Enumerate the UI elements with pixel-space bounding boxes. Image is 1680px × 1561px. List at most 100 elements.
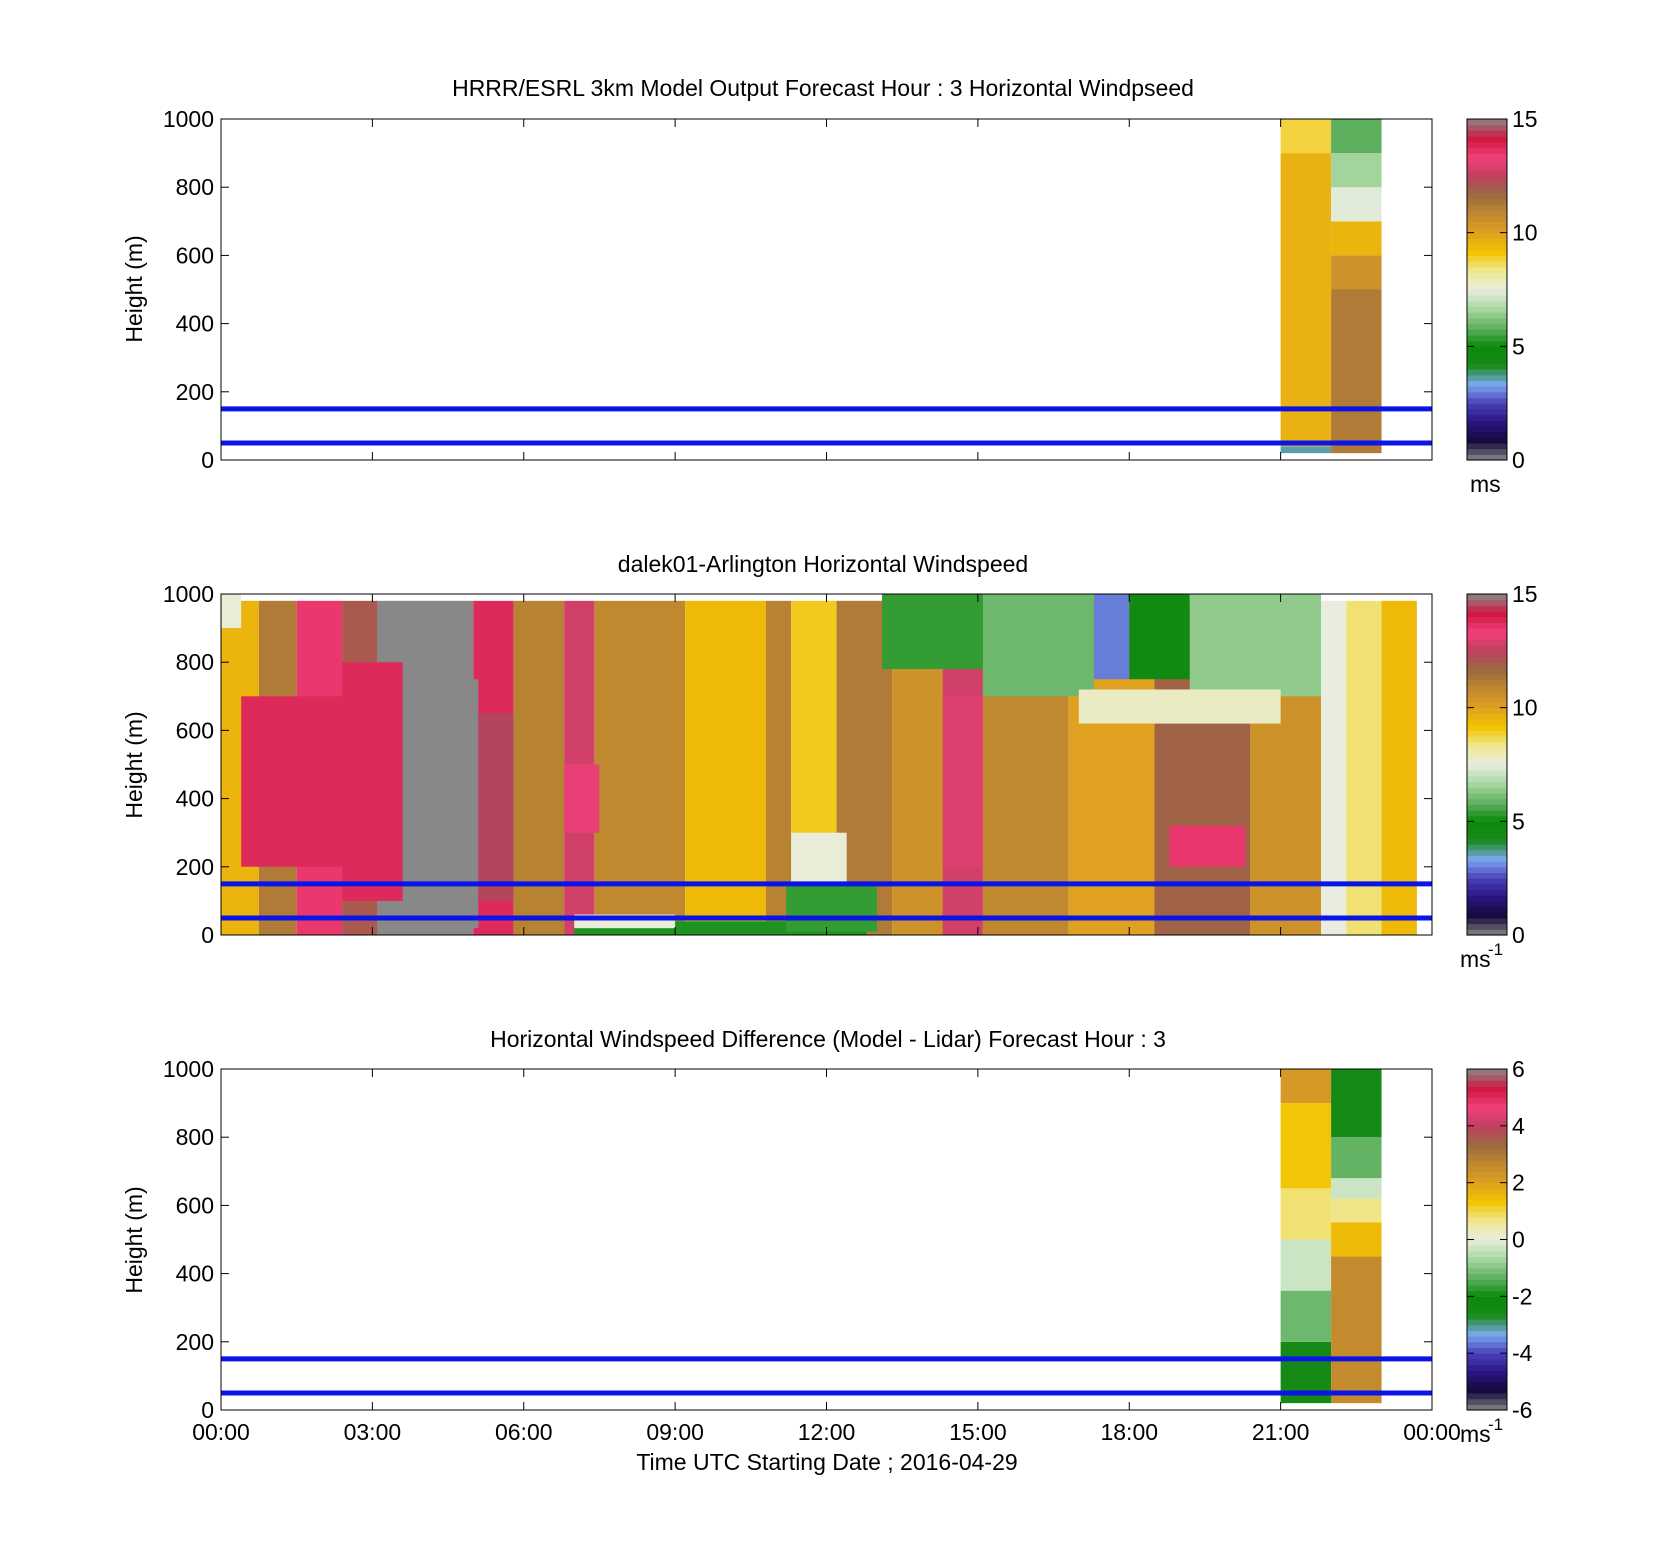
colorbar-segment [1467,431,1507,438]
colorbar-segment [1467,707,1507,714]
colorbar-segment [1467,838,1507,845]
heatmap-patch [942,696,983,867]
colorbar-segment [1467,448,1507,455]
heatmap-cell [1331,119,1382,154]
colorbar-tick-label: 10 [1512,695,1538,721]
colorbar-segment [1467,667,1507,675]
y-tick-label: 400 [176,311,214,337]
x-tick-label: 03:00 [344,1419,402,1445]
colorbar-tick-label: 2 [1512,1170,1525,1196]
y-tick-label: 800 [176,1124,214,1150]
colorbar-segment [1467,414,1507,421]
colorbar-segment [1467,1142,1507,1150]
colorbar-segment [1467,701,1507,709]
colorbar-segment [1467,187,1507,194]
colorbar-segment [1467,906,1507,913]
colorbar-segment [1467,1131,1507,1138]
colorbar-segment [1467,1199,1507,1206]
colorbar-segment [1467,809,1507,817]
colorbar-segment [1467,690,1507,697]
heatmap-cell [1280,153,1332,447]
panel-model-output: HRRR/ESRL 3km Model Output Forecast Hour… [121,75,1538,497]
heatmap-cell [1331,1256,1382,1404]
colorbar-tick-label: 15 [1512,106,1538,132]
colorbar-segment [1467,232,1507,239]
colorbar-unit: ms [1460,946,1491,972]
colorbar-segment [1467,1392,1507,1400]
colorbar-segment [1467,1222,1507,1229]
colorbar-segment [1467,1307,1507,1314]
colorbar-segment [1467,673,1507,680]
colorbar-frame [1466,593,1508,936]
y-tick-label: 1000 [163,581,214,607]
y-tick-label: 0 [201,1397,214,1423]
colorbar-segment [1467,181,1507,188]
colorbar-segment [1467,1404,1507,1411]
heatmap-patch [982,594,1094,697]
colorbar-segment [1467,442,1507,450]
heatmap-column [1320,600,1347,935]
heatmap-patch [791,832,847,884]
colorbar-segment [1467,397,1507,404]
y-tick-label: 400 [176,1261,214,1287]
heatmap-cell [1331,1198,1382,1223]
colorbar-segment [1467,1256,1507,1263]
y-tick-label: 400 [176,786,214,812]
heatmap-cell [1280,1069,1332,1104]
x-tick-label: 06:00 [495,1419,553,1445]
colorbar-segment [1467,352,1507,359]
colorbar-segment [1467,883,1507,891]
colorbar-segment [1467,1375,1507,1383]
colorbar-segment [1467,158,1507,166]
colorbar-segment [1467,119,1507,126]
colorbar-segment [1467,266,1507,274]
colorbar-segment [1467,141,1507,149]
colorbar-segment [1467,605,1507,612]
x-tick-label: 00:00 [1403,1419,1461,1445]
colorbar-segment [1467,798,1507,805]
heatmap-patch [221,594,242,629]
colorbar-segment [1467,770,1507,777]
colorbar-segment [1467,1114,1507,1121]
colorbar-segment [1467,147,1507,154]
heatmap-cell [1280,119,1332,154]
heatmap-cell [1331,289,1382,454]
colorbar-segment [1467,889,1507,896]
colorbar-segment [1467,1148,1507,1155]
colorbar-segment [1467,1091,1507,1099]
colorbar-segment [1467,437,1507,444]
colorbar-segment [1467,1171,1507,1178]
colorbar-segment [1467,599,1507,606]
colorbar-unit: ms [1460,1421,1491,1447]
x-tick-label: 15:00 [949,1419,1007,1445]
colorbar-segment [1467,1159,1507,1167]
colorbar-segment [1467,369,1507,376]
colorbar-tick-label: 5 [1512,808,1525,834]
colorbar-segment [1467,283,1507,291]
colorbar-segment [1467,872,1507,879]
colorbar-segment [1467,923,1507,930]
colorbar: -6 -4 -2 0 2 4 6 ms-1 [1460,1056,1533,1447]
colorbar-segment [1467,408,1507,416]
colorbar-segment [1467,238,1507,245]
heatmap-cell [1331,1222,1382,1257]
colorbar-segment [1467,323,1507,330]
colorbar-segment [1467,226,1507,234]
y-tick-label: 600 [176,1192,214,1218]
heatmap-column [765,600,792,935]
colorbar-segment [1467,616,1507,624]
colorbar-segment [1467,1074,1507,1081]
y-axis-ticks: 0 200 400 600 800 1000 [163,106,1432,473]
colorbar-frame [1466,118,1508,461]
colorbar-tick-label: 15 [1512,581,1538,607]
colorbar-segment [1467,124,1507,131]
colorbar-segment [1467,622,1507,629]
colorbar-segment [1467,787,1507,794]
colorbar-segment [1467,312,1507,319]
colorbar-segment [1467,454,1507,461]
colorbar-segment [1467,1233,1507,1241]
colorbar-segment [1467,1069,1507,1076]
panel-title: dalek01-Arlington Horizontal Windspeed [618,551,1028,577]
colorbar-segment [1467,300,1507,308]
colorbar-segment [1467,1216,1507,1224]
